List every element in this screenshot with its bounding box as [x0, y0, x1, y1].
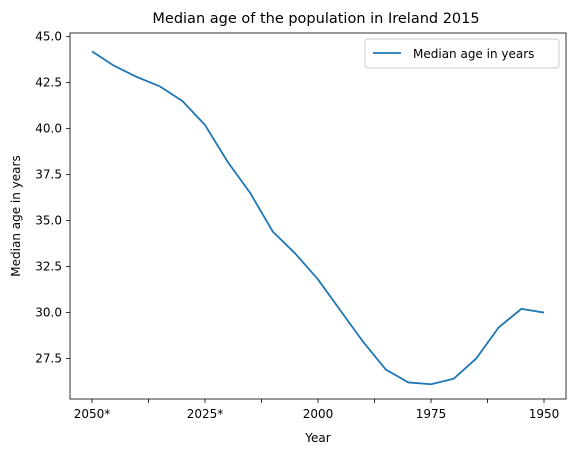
x-tick-label: 1950 [529, 407, 560, 421]
x-tick-label: 2050* [74, 407, 111, 421]
chart-title: Median age of the population in Ireland … [152, 11, 479, 27]
y-tick-label: 32.5 [35, 260, 62, 274]
y-tick-label: 37.5 [35, 168, 62, 182]
y-tick-label: 45.0 [35, 30, 62, 44]
x-axis-label: Year [304, 431, 330, 445]
series-layer [91, 50, 545, 386]
x-tick-label: 2025* [187, 407, 224, 421]
legend: Median age in years [364, 38, 560, 69]
plot-frame [69, 32, 567, 400]
series-line-0 [91, 50, 545, 386]
legend-frame [364, 38, 560, 69]
x-axis-ticks: 2050* 2025* 2000 1975 1950 [74, 399, 560, 421]
axes [69, 32, 567, 400]
y-tick-label: 30.0 [35, 306, 62, 320]
x-tick-label: 2000 [303, 407, 334, 421]
legend-label: Median age in years [413, 47, 534, 61]
y-axis-ticks: 27.5 30.0 32.5 35.0 37.5 40.0 42.5 45.0 [35, 30, 70, 366]
y-tick-label: 27.5 [35, 352, 62, 366]
y-axis-label: Median age in years [9, 155, 23, 276]
x-tick-label: 1975 [416, 407, 447, 421]
y-tick-label: 40.0 [35, 122, 62, 136]
y-tick-label: 35.0 [35, 214, 62, 228]
y-tick-label: 42.5 [35, 76, 62, 90]
